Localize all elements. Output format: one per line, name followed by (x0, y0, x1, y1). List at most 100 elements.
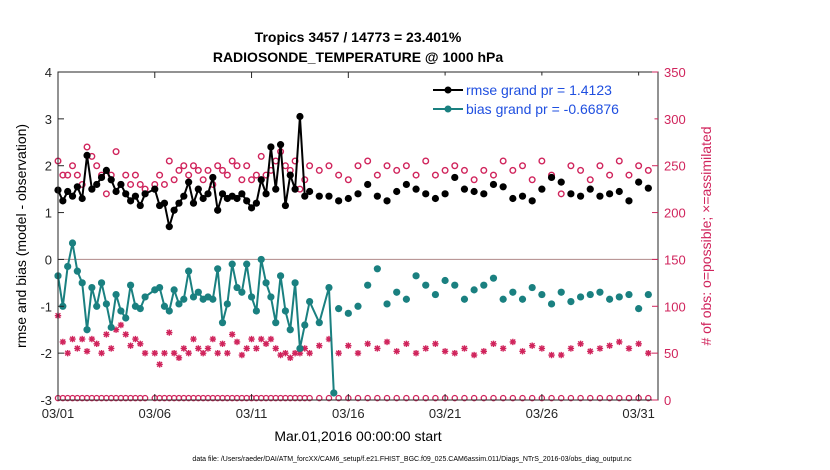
bias-point (344, 309, 352, 317)
assimilated-obs-point (170, 349, 178, 357)
possible-obs-point (69, 162, 77, 170)
x-axis: 03/01 03/06 03/11 03/16 03/21 03/26 03/31 (42, 72, 655, 421)
rmse-point (194, 185, 202, 193)
assimilated-obs-point (132, 335, 139, 343)
assimilated-obs-point (108, 345, 115, 352)
bias-point (170, 286, 178, 294)
rmse-point (122, 190, 130, 198)
bias-point (136, 305, 144, 313)
bias-point (252, 307, 260, 315)
possible-obs-point (93, 162, 101, 170)
possible-obs-point (489, 171, 497, 179)
possible-obs-point (73, 171, 81, 179)
possible-obs-point (185, 171, 193, 179)
possible-obs-zero-point (325, 394, 333, 402)
assimilated-obs-point (616, 338, 623, 346)
possible-obs-point (412, 171, 420, 179)
assimilated-obs-point (519, 348, 526, 355)
bias-point (480, 281, 488, 289)
bias-point (156, 283, 164, 292)
possible-obs-point (160, 180, 168, 188)
rmse-point (141, 190, 149, 198)
possible-obs-zero-point (470, 394, 478, 402)
rmse-point (344, 194, 352, 203)
possible-obs-point (577, 166, 585, 174)
rmse-point (441, 190, 449, 198)
rmse-point (499, 183, 507, 191)
rmse-point (393, 187, 401, 196)
possible-obs-zero-point (461, 394, 468, 402)
bias-point (64, 262, 72, 271)
assimilated-obs-point (185, 349, 192, 357)
bias-point (325, 283, 333, 292)
rmse-point (509, 194, 517, 203)
bias-point (383, 300, 391, 308)
possible-obs-zero-point (354, 394, 362, 402)
assimilated-obs-point (548, 351, 555, 359)
rmse-point (233, 194, 241, 203)
possible-obs-zero-point (374, 394, 381, 402)
possible-obs-point (538, 157, 546, 165)
assimilated-obs-point (127, 342, 134, 349)
possible-obs-point (131, 171, 139, 179)
bias-point (88, 283, 96, 292)
bias-point (209, 295, 217, 303)
assimilated-obs-point (204, 345, 212, 352)
plot-area (58, 72, 658, 400)
assimilated-obs-point (538, 345, 546, 352)
rmse-point (354, 190, 362, 198)
bias-point (306, 298, 314, 306)
rmse-point (547, 173, 556, 182)
x-tick-label: 03/11 (236, 406, 268, 421)
rmse-point (88, 185, 96, 193)
rmse-point (112, 187, 120, 196)
bias-point (272, 319, 280, 327)
legend-rmse-label: rmse grand pr = 1.4123 (466, 82, 612, 98)
rmse-point (93, 180, 101, 189)
rmse-point (301, 192, 309, 200)
possible-obs-point (373, 171, 381, 179)
bias-point (112, 290, 120, 299)
possible-obs-zero-point (403, 394, 410, 402)
bias-point (315, 319, 323, 327)
bias-point (335, 305, 343, 313)
assimilated-obs-point (558, 351, 565, 359)
rmse-point (635, 178, 643, 186)
rmse-point (97, 173, 106, 182)
possible-obs-point (615, 157, 623, 165)
rmse-point (180, 192, 188, 200)
assimilated-obs-point (209, 335, 217, 343)
possible-obs-point (586, 176, 594, 184)
assimilated-obs-point (393, 348, 400, 355)
y-right-tick-label: 350 (664, 65, 686, 80)
assimilated-obs-point (64, 349, 71, 357)
rmse-point (68, 192, 77, 200)
assimilated-obs-point (316, 342, 323, 349)
assimilated-obs-point (59, 338, 67, 346)
assimilated-obs-point (625, 345, 633, 352)
possible-obs-zero-point (432, 394, 439, 402)
bias-point (180, 295, 188, 303)
assimilated-obs-point (277, 351, 284, 359)
possible-obs-zero-point (606, 394, 613, 402)
rmse-point (364, 180, 372, 189)
possible-obs-zero-point (364, 394, 371, 402)
possible-obs-point (194, 166, 202, 174)
possible-obs-point (214, 162, 222, 170)
bias-point (262, 279, 270, 287)
assimilated-obs-point (291, 349, 299, 357)
assimilated-obs-point (224, 349, 231, 357)
bias-point (281, 307, 290, 315)
possible-obs-point (59, 171, 67, 179)
rmse-point (64, 187, 72, 196)
assimilated-obs-point (83, 348, 91, 355)
bias-point (412, 272, 420, 280)
possible-obs-point (199, 176, 207, 184)
assimilated-obs-point (78, 335, 86, 343)
y-left-tick-label: 3 (45, 112, 52, 127)
rmse-point (107, 176, 115, 184)
possible-obs-point (383, 162, 391, 170)
y-right-tick-label: 100 (664, 299, 686, 314)
assimilated-obs-point (199, 349, 207, 357)
possible-obs-point (102, 190, 110, 198)
